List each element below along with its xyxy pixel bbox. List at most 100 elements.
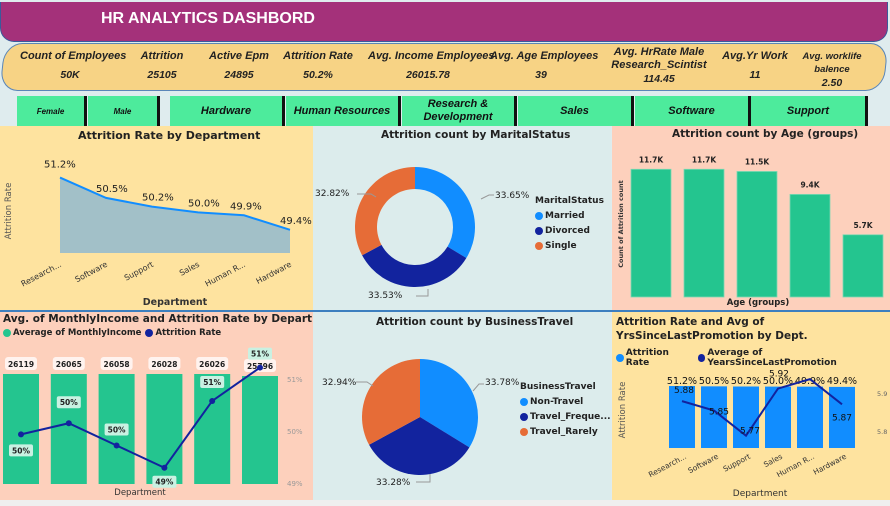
data-label: 50.5%	[96, 184, 128, 195]
data-label: 5.77	[740, 427, 760, 437]
combo-chart: 51.2% 50.5% 50.2% 50.0% 49.9% 49.4% 5.88 5.85 5.…	[618, 370, 887, 499]
bar	[842, 234, 884, 298]
data-label-bg	[52, 357, 85, 370]
area-fill	[60, 177, 290, 253]
kpi-card: Attrition 25105	[140, 50, 184, 81]
x-tick-label: Research...	[647, 452, 688, 479]
kpi-card: Attrition Rate 50.2%	[283, 50, 353, 81]
x-tick-label: Hardware	[812, 452, 849, 477]
area-chart: 51.2% 50.5% 50.2% 50.0% 49.9% 49.4% Research..…	[4, 160, 312, 308]
data-label-bg	[248, 347, 272, 360]
data-label: 50%	[108, 425, 126, 434]
legend-dot	[3, 329, 11, 337]
slicer-department-hardware[interactable]: Hardware	[170, 96, 285, 126]
legend-dot	[520, 413, 528, 421]
legend-dot	[697, 354, 706, 362]
data-label: 33.65%	[495, 191, 530, 201]
kpi-value: 24895	[224, 69, 254, 81]
kpi-value: 50K	[60, 69, 80, 81]
data-label: 50.5%	[699, 376, 729, 387]
x-axis-title: Age (groups)	[727, 298, 790, 308]
slicer-gender-female[interactable]: Female	[17, 96, 87, 126]
kpi-value: 39	[535, 69, 547, 81]
legend-dot	[520, 428, 528, 436]
slicer-department-support[interactable]: Support	[751, 96, 868, 126]
chart-title: Attrition Rate and Avg of YrsSinceLastPr…	[616, 316, 808, 342]
x-tick-label: Human R...	[204, 260, 247, 289]
legend-dot	[520, 398, 528, 406]
data-label: 33.53%	[368, 291, 403, 301]
attrition-by-age-panel: Attrition count by Age (groups) 11.7K 11.…	[612, 126, 890, 310]
data-label: 51%	[203, 378, 221, 387]
y2-tick-label: 50%	[287, 428, 303, 436]
legend-dot	[616, 354, 624, 362]
data-label-bg	[200, 375, 225, 388]
slicer-department-research-development[interactable]: Research & Development	[402, 96, 517, 126]
data-label: 11.5K	[745, 157, 771, 166]
data-label: 50.0%	[188, 198, 220, 209]
legend-item[interactable]: Single	[535, 241, 604, 251]
leader-line	[416, 474, 431, 483]
data-label: 50.2%	[142, 193, 174, 204]
slicer-department-human-resources[interactable]: Human Resources	[286, 96, 401, 126]
kpi-value: 50.2%	[303, 69, 333, 81]
income-attrition-panel: Avg. of MonthlyIncome and Attrition Rate…	[0, 312, 343, 500]
kpi-card: Avg. Income Employees 26015.78	[368, 50, 495, 81]
bar	[630, 168, 672, 298]
bar	[736, 171, 778, 298]
data-label: 50%	[60, 398, 78, 407]
data-label: 5.88	[674, 386, 694, 396]
legend-item[interactable]: Travel_Freque...	[520, 412, 611, 422]
data-label: 26026	[199, 360, 225, 369]
data-label-bg	[196, 357, 229, 370]
x-tick-label: Research...	[20, 260, 63, 289]
legend-dot	[535, 242, 543, 250]
legend-label: Average of MonthlyIncome	[13, 328, 142, 338]
line-point	[257, 364, 263, 371]
slicer-department-software[interactable]: Software	[635, 96, 751, 126]
chart-legend: Average of MonthlyIncome Attrition Rate	[3, 328, 221, 338]
kpi-label: Attrition Rate	[283, 50, 353, 62]
kpi-label: Active Epm	[209, 50, 269, 62]
chart-title: Attrition count by Age (groups)	[672, 128, 859, 140]
leader-line	[356, 381, 374, 387]
x-tick-label: Sales	[178, 260, 201, 278]
kpi-label: Count of Employees	[20, 50, 127, 62]
legend-item[interactable]: Travel_Rarely	[520, 427, 611, 437]
legend-label: Single	[545, 241, 577, 251]
title-bar: HR ANALYTICS DASHBORD	[0, 2, 888, 42]
slicer-department-sales[interactable]: Sales	[518, 96, 634, 126]
legend-label: Divorced	[545, 226, 590, 236]
x-tick-label: Sales	[762, 452, 784, 469]
y2-tick-label: 51%	[287, 376, 303, 384]
slice-married	[415, 167, 475, 259]
kpi-value: 26015.78	[406, 69, 450, 81]
legend-title: BusinessTravel	[520, 382, 596, 392]
legend-item[interactable]: Married	[535, 211, 604, 221]
data-label: 33.28%	[376, 478, 411, 488]
line-point	[113, 442, 120, 449]
data-label: 5.7K	[853, 221, 873, 230]
line-point	[18, 431, 24, 438]
page-tabs-bar[interactable]	[0, 500, 890, 506]
data-label-bg	[56, 396, 81, 409]
bar	[3, 374, 39, 484]
kpi-value: 25105	[147, 69, 177, 81]
legend-item[interactable]: Non-Travel	[520, 397, 611, 407]
legend-label: Average of YearsSinceLastPromotion	[707, 348, 837, 368]
x-tick-label: Software	[687, 452, 721, 476]
slicer-gender-male[interactable]: Male	[88, 96, 160, 126]
legend-label: Travel_Freque...	[530, 412, 611, 422]
line-point	[65, 420, 72, 427]
y2-tick-label: 5.9	[877, 390, 887, 398]
x-axis-title: Department	[733, 489, 788, 499]
kpi-value: 2.50	[821, 77, 843, 89]
data-label: 32.94%	[322, 378, 357, 388]
kpi-value: 11	[749, 69, 761, 81]
x-axis-title: Department	[114, 488, 166, 498]
kpi-card: Count of Employees 50K	[20, 50, 127, 81]
bar	[797, 386, 823, 448]
legend-item[interactable]: Divorced	[535, 226, 604, 236]
bar	[669, 386, 695, 448]
